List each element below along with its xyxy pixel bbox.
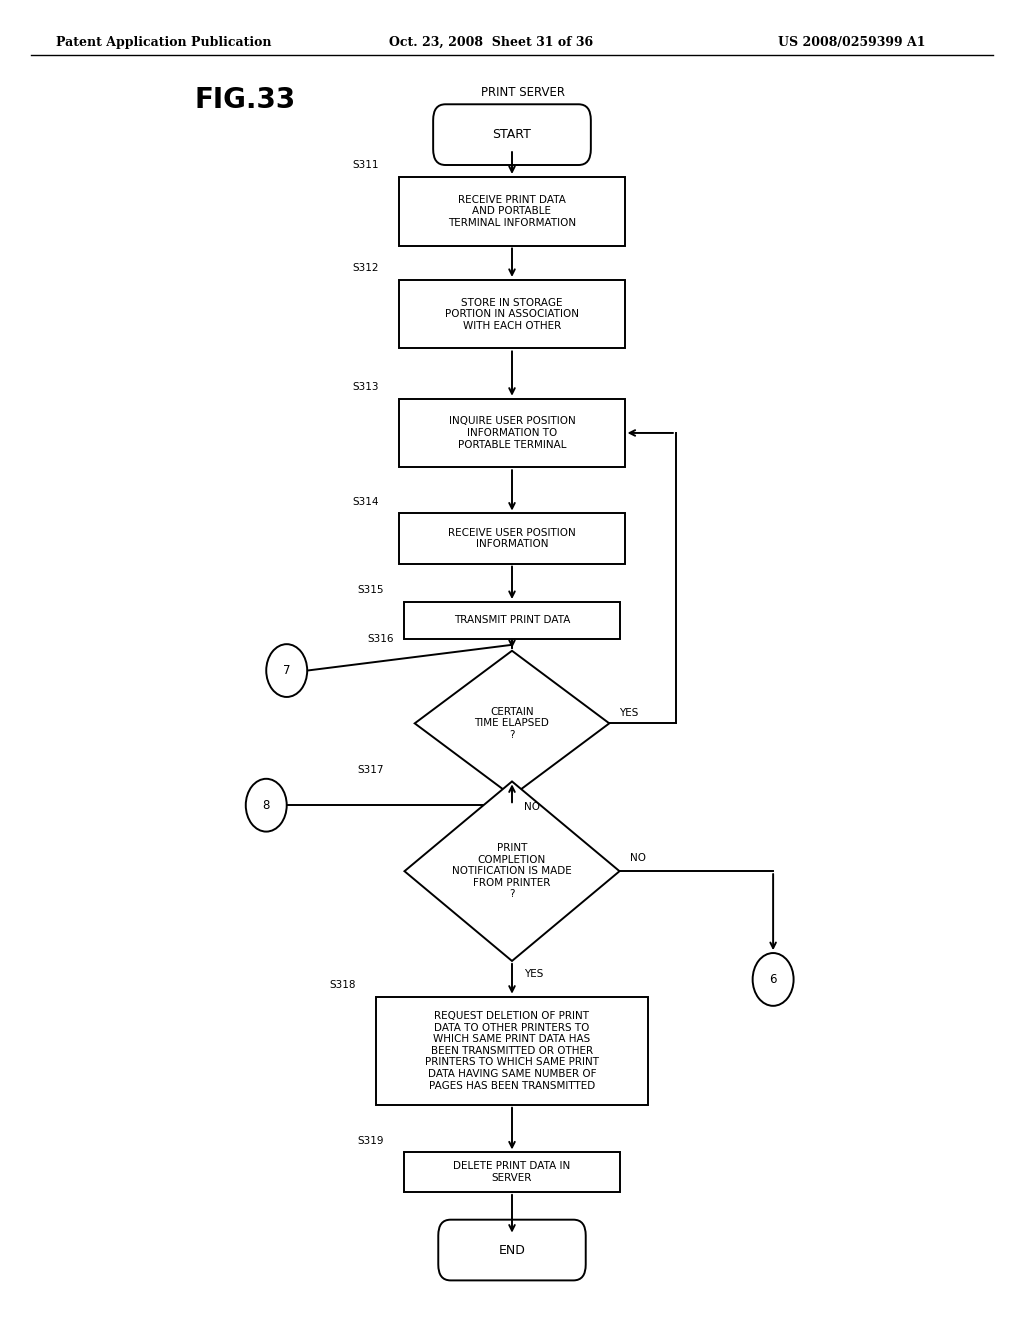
Text: S318: S318 <box>330 979 356 990</box>
Text: S314: S314 <box>352 496 379 507</box>
FancyBboxPatch shape <box>433 104 591 165</box>
Text: INQUIRE USER POSITION
INFORMATION TO
PORTABLE TERMINAL: INQUIRE USER POSITION INFORMATION TO POR… <box>449 416 575 450</box>
Text: FIG.33: FIG.33 <box>195 86 296 115</box>
Text: 7: 7 <box>283 664 291 677</box>
Text: NO: NO <box>524 801 541 812</box>
Text: START: START <box>493 128 531 141</box>
Text: Oct. 23, 2008  Sheet 31 of 36: Oct. 23, 2008 Sheet 31 of 36 <box>389 36 593 49</box>
Text: YES: YES <box>620 708 639 718</box>
FancyBboxPatch shape <box>399 513 625 564</box>
Text: PRINT
COMPLETION
NOTIFICATION IS MADE
FROM PRINTER
?: PRINT COMPLETION NOTIFICATION IS MADE FR… <box>453 843 571 899</box>
Text: TRANSMIT PRINT DATA: TRANSMIT PRINT DATA <box>454 615 570 626</box>
Text: NO: NO <box>630 853 646 863</box>
Text: S315: S315 <box>357 585 384 595</box>
Text: PRINT SERVER: PRINT SERVER <box>481 86 565 99</box>
Text: S311: S311 <box>352 160 379 170</box>
Text: REQUEST DELETION OF PRINT
DATA TO OTHER PRINTERS TO
WHICH SAME PRINT DATA HAS
BE: REQUEST DELETION OF PRINT DATA TO OTHER … <box>425 1011 599 1090</box>
Text: Patent Application Publication: Patent Application Publication <box>56 36 271 49</box>
Text: RECEIVE USER POSITION
INFORMATION: RECEIVE USER POSITION INFORMATION <box>449 528 575 549</box>
FancyBboxPatch shape <box>399 280 625 348</box>
Text: US 2008/0259399 A1: US 2008/0259399 A1 <box>778 36 926 49</box>
Text: S316: S316 <box>368 634 394 644</box>
Text: YES: YES <box>524 969 544 979</box>
Text: STORE IN STORAGE
PORTION IN ASSOCIATION
WITH EACH OTHER: STORE IN STORAGE PORTION IN ASSOCIATION … <box>445 297 579 331</box>
FancyBboxPatch shape <box>377 997 648 1105</box>
Text: S313: S313 <box>352 381 379 392</box>
Text: RECEIVE PRINT DATA
AND PORTABLE
TERMINAL INFORMATION: RECEIVE PRINT DATA AND PORTABLE TERMINAL… <box>447 194 577 228</box>
Text: END: END <box>499 1243 525 1257</box>
FancyBboxPatch shape <box>404 602 620 639</box>
Text: S319: S319 <box>357 1135 384 1146</box>
Circle shape <box>246 779 287 832</box>
FancyBboxPatch shape <box>399 399 625 467</box>
Circle shape <box>266 644 307 697</box>
FancyBboxPatch shape <box>438 1220 586 1280</box>
FancyBboxPatch shape <box>404 1152 620 1192</box>
FancyBboxPatch shape <box>399 177 625 246</box>
Text: CERTAIN
TIME ELAPSED
?: CERTAIN TIME ELAPSED ? <box>474 706 550 741</box>
Circle shape <box>753 953 794 1006</box>
Polygon shape <box>415 651 609 796</box>
Text: S317: S317 <box>357 764 384 775</box>
Polygon shape <box>404 781 620 961</box>
Text: 8: 8 <box>262 799 270 812</box>
Text: 6: 6 <box>769 973 777 986</box>
Text: S312: S312 <box>352 263 379 273</box>
Text: DELETE PRINT DATA IN
SERVER: DELETE PRINT DATA IN SERVER <box>454 1162 570 1183</box>
